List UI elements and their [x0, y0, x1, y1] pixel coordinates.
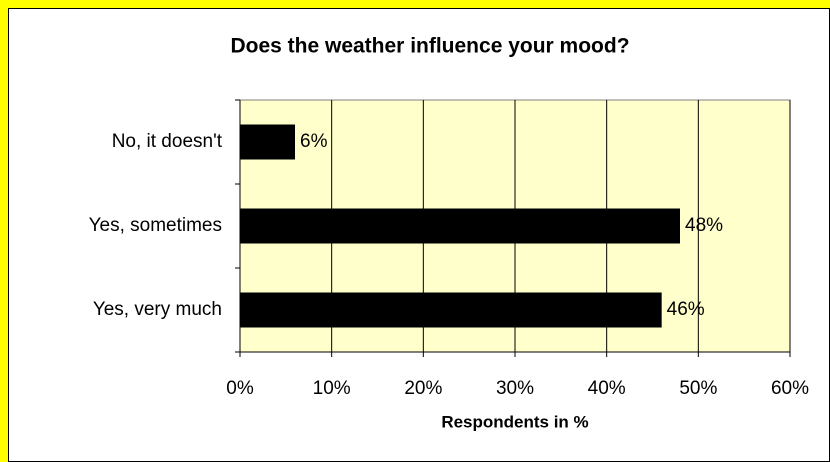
x-tick-label: 50% — [679, 378, 717, 399]
chart-title: Does the weather influence your mood? — [230, 35, 629, 58]
x-tick-label: 30% — [496, 378, 534, 399]
data-label: 6% — [300, 131, 328, 152]
x-axis-title: Respondents in % — [441, 412, 588, 431]
x-tick-label: 20% — [404, 378, 442, 399]
y-tick-label: Yes, very much — [93, 299, 222, 320]
bar — [240, 124, 295, 160]
bar — [240, 292, 662, 328]
x-tick-label: 10% — [313, 378, 351, 399]
y-tick-label: No, it doesn't — [112, 131, 223, 152]
x-tick-label: 60% — [771, 378, 809, 399]
y-tick-label: Yes, sometimes — [89, 215, 222, 236]
bar — [240, 208, 680, 244]
x-tick-label: 40% — [588, 378, 626, 399]
data-label: 48% — [685, 215, 723, 236]
data-label: 46% — [667, 299, 705, 320]
x-tick-label: 0% — [226, 378, 254, 399]
